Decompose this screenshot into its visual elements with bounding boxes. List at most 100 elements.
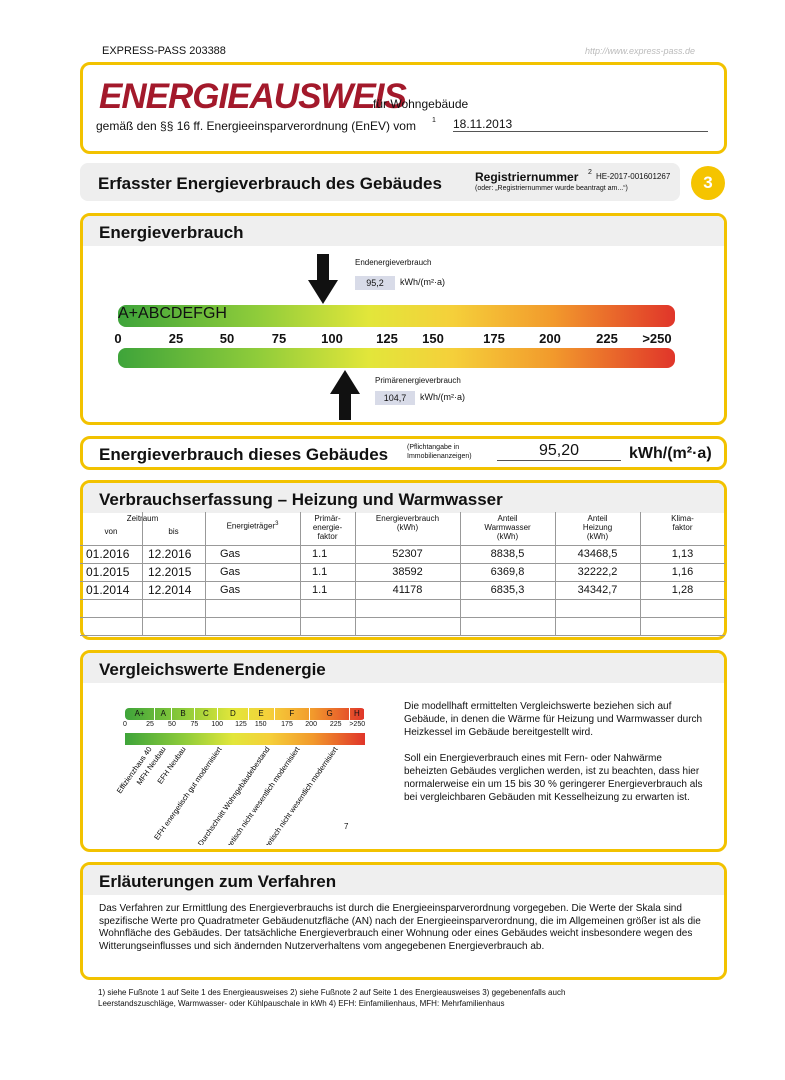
scale-label: >250 [642, 331, 672, 346]
th: Anteil Warmwasser (kWh) [484, 514, 531, 541]
header-band [83, 865, 724, 895]
table-title: Verbrauchserfassung – Heizung und Warmwa… [99, 490, 503, 509]
col-line [640, 512, 641, 635]
row-line [80, 563, 725, 564]
end-value: 95,2 [355, 276, 395, 290]
scale-label: 200 [305, 721, 317, 728]
pass-id: EXPRESS-PASS 203388 [102, 45, 226, 57]
table-cell: 12.2014 [148, 583, 192, 597]
footnotes: 1) siehe Fußnote 1 auf Seite 1 des Energ… [98, 988, 566, 1008]
row-line [80, 635, 725, 636]
primary-bar [118, 348, 675, 368]
date: 18.11.2013 [453, 117, 708, 132]
title-box: ENERGIEAUSWEIS für Wohngebäude gemäß den… [80, 62, 727, 154]
table-cell: 34342,7 [577, 584, 618, 596]
table-cell: Gas [220, 548, 241, 560]
scale-label: 125 [376, 331, 398, 346]
energy-class: A [155, 708, 173, 720]
table-cell: 43468,5 [577, 548, 618, 560]
energy-box: Energieverbrauch [80, 213, 727, 425]
mini-bar [125, 733, 365, 745]
table-cell: 8838,5 [490, 548, 525, 560]
end-arrow [308, 254, 338, 304]
scale-label: 100 [321, 331, 343, 346]
scale-label: 150 [422, 331, 444, 346]
scale-label: 75 [271, 331, 287, 346]
end-unit: kWh/(m²·a) [400, 277, 445, 287]
table-cell: 6369,8 [490, 566, 525, 578]
table-cell: 52307 [392, 548, 423, 560]
table-cell: Gas [220, 566, 241, 578]
class-bar: A+ABCDEFGH [118, 305, 675, 327]
primary-arrow [330, 370, 360, 420]
energy-class: A+ [125, 708, 156, 720]
table-cell: 12.2015 [148, 565, 192, 579]
energy-title: Energieverbrauch [99, 223, 244, 242]
energy-class: G [310, 708, 350, 720]
energy-class: B [148, 305, 160, 322]
table-cell: 1,13 [671, 548, 694, 560]
table-box: Verbrauchserfassung – Heizung und Warmwa… [80, 480, 727, 640]
col-line [300, 512, 301, 635]
table-cell: 12.2016 [148, 547, 192, 561]
scale-label: 225 [329, 721, 342, 728]
scale-label: 125 [235, 721, 247, 728]
energy-class: D [218, 708, 249, 720]
reg-note: (oder: „Registriernummer wurde beantragt… [475, 185, 628, 192]
reg-label: Registriernummer [475, 170, 579, 184]
primary-unit: kWh/(m²·a) [420, 392, 465, 402]
building-note: (Pflichtangabe in Immobilienanzeigen) [407, 444, 472, 460]
th: Anteil Heizung (kWh) [582, 514, 613, 541]
table-cell: 38592 [392, 566, 423, 578]
scale-label: 0 [114, 331, 122, 346]
th-footnote: 3 [275, 521, 279, 527]
primary-label: Primärenergieverbrauch [375, 376, 461, 385]
reg-footnote: 2 [588, 169, 592, 176]
table-cell: 41178 [392, 584, 423, 596]
basis: gemäß den §§ 16 ff. Energieeinsparverord… [96, 119, 416, 133]
energy-class: C [195, 708, 219, 720]
explanation-title: Erläuterungen zum Verfahren [99, 872, 337, 891]
table-cell: 1.1 [312, 566, 328, 578]
figure-number: 7 [344, 822, 349, 831]
row-line [80, 617, 725, 618]
primary-value: 104,7 [375, 391, 415, 405]
explanation-text: Das Verfahren zur Ermittlung des Energie… [99, 903, 701, 952]
energy-class: F [193, 305, 203, 322]
table-cell: 1,28 [671, 584, 694, 596]
header-band [83, 216, 724, 246]
energy-class: H [350, 708, 365, 720]
paragraph: Die modellhaft ermittelten Vergleichswer… [404, 701, 703, 738]
scale-label: 50 [219, 331, 235, 346]
scale-label: 50 [168, 721, 176, 728]
energy-class: B [172, 708, 195, 720]
footnote-mark: 1 [432, 117, 436, 124]
energy-class: F [275, 708, 311, 720]
th: von [104, 527, 118, 536]
col-line [205, 512, 206, 635]
reg-number: HE-2017-001601267 [596, 172, 671, 181]
header-band [83, 653, 724, 683]
scale-label: 75 [190, 721, 199, 728]
scale-label: 25 [146, 721, 154, 728]
table-cell: 01.2016 [86, 547, 130, 561]
building-unit: kWh/(m²·a) [629, 445, 712, 462]
col-line [555, 512, 556, 635]
section-title: Erfasster Energieverbrauch des Gebäudes [98, 174, 442, 193]
col-line [142, 512, 143, 635]
main-title: ENERGIEAUSWEIS [99, 77, 407, 116]
section-bar: Erfasster Energieverbrauch des Gebäudes … [80, 163, 680, 201]
energy-class: H [215, 305, 227, 322]
comparison-box: Vergleichswerte Endenergie [80, 650, 727, 852]
scale-label: 0 [123, 721, 127, 728]
url: http://www.express-pass.de [585, 46, 696, 56]
building-value: 95,20 [497, 442, 621, 461]
th: Energieträger3 [205, 520, 300, 531]
energy-class: E [249, 708, 275, 720]
th: bis [168, 527, 179, 536]
th: Klima- faktor [671, 514, 694, 532]
page-number: 3 [691, 166, 725, 200]
building-label: Energieverbrauch dieses Gebäudes [99, 445, 389, 464]
